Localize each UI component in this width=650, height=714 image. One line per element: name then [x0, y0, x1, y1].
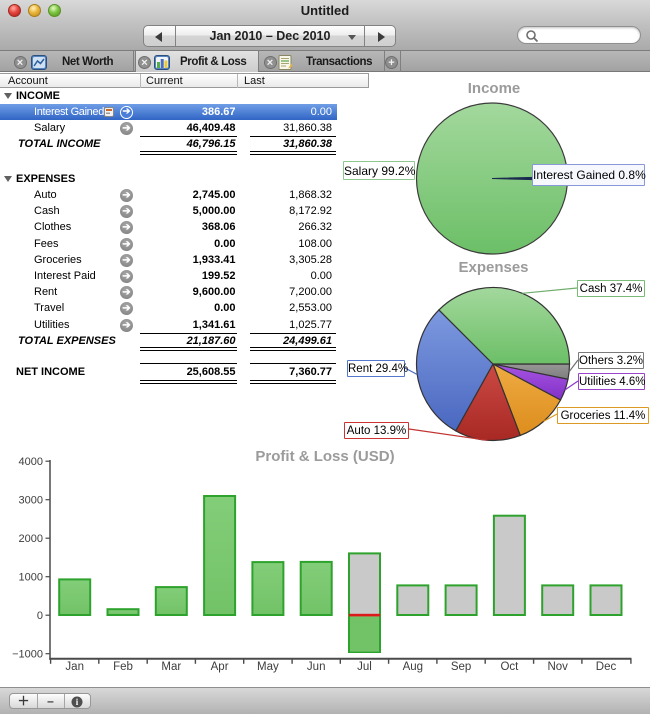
svg-text:−1000: −1000	[12, 648, 43, 660]
svg-text:4000: 4000	[19, 456, 43, 468]
svg-text:Nov: Nov	[547, 661, 568, 673]
svg-text:0: 0	[37, 610, 43, 622]
svg-text:i: i	[76, 697, 79, 707]
svg-text:Aug: Aug	[403, 661, 423, 673]
svg-text:Oct: Oct	[500, 661, 519, 673]
svg-text:Mar: Mar	[161, 661, 181, 673]
svg-text:Jul: Jul	[357, 661, 372, 673]
svg-text:3000: 3000	[19, 494, 43, 506]
svg-text:May: May	[257, 661, 279, 673]
svg-text:Apr: Apr	[211, 661, 229, 673]
svg-text:Dec: Dec	[596, 661, 617, 673]
svg-text:Jan: Jan	[65, 661, 84, 673]
svg-text:Sep: Sep	[451, 661, 471, 673]
svg-text:1000: 1000	[19, 571, 43, 583]
svg-text:Feb: Feb	[113, 661, 133, 673]
svg-text:2000: 2000	[19, 533, 43, 545]
svg-text:Jun: Jun	[307, 661, 326, 673]
